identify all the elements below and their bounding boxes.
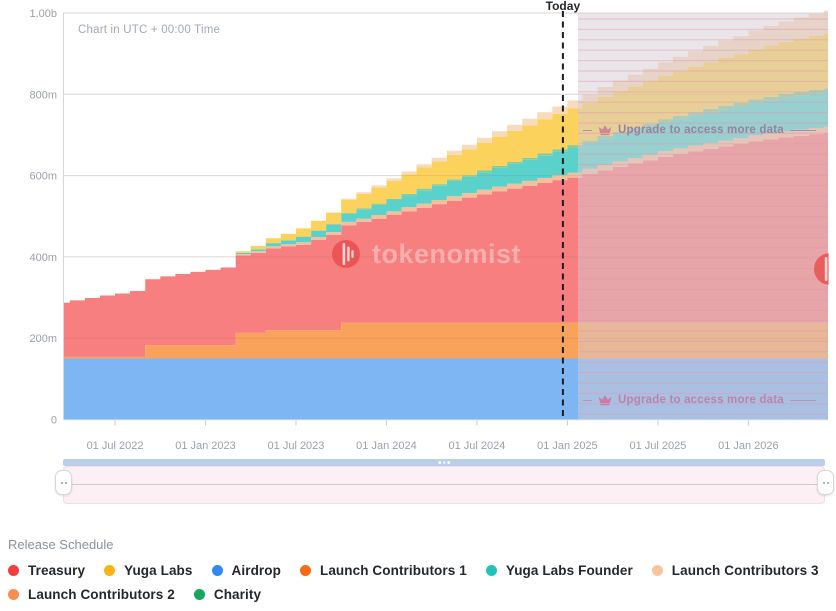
navigator-track[interactable] (63, 466, 825, 504)
svg-text:01 Jul 2024: 01 Jul 2024 (448, 440, 505, 452)
legend-item-label: Yuga Labs Founder (505, 563, 633, 578)
today-marker-label: Today (545, 0, 581, 13)
legend-item-label: Treasury (28, 563, 86, 578)
crown-icon (598, 394, 612, 406)
legend-item-label: Yuga Labs (124, 563, 193, 578)
navigator-range-bar[interactable] (63, 459, 825, 466)
svg-text:01 Jan 2025: 01 Jan 2025 (537, 440, 598, 452)
legend-item-launch-contributors-3[interactable]: Launch Contributors 3 (651, 563, 819, 578)
upgrade-banner-top[interactable]: Upgrade to access more data (583, 121, 816, 139)
svg-text:01 Jul 2025: 01 Jul 2025 (629, 440, 686, 452)
legend-item-label: Launch Contributors 2 (28, 587, 175, 602)
chart-area: 0 200m 400m 600m 800m 1.00b 01 Jul 2022 01 Jan … (0, 0, 836, 520)
legend-dot-icon (211, 565, 223, 576)
crown-icon (598, 124, 612, 136)
legend-item-yuga-labs-founder[interactable]: Yuga Labs Founder (485, 563, 633, 578)
legend-title: Release Schedule (8, 537, 114, 552)
legend-item-label: Charity (213, 587, 262, 602)
navigator-grip-dots-icon (438, 461, 450, 464)
legend-item-label: Launch Contributors 3 (671, 563, 819, 578)
svg-text:01 Jan 2023: 01 Jan 2023 (175, 440, 236, 452)
navigator-left-handle[interactable] (55, 470, 72, 495)
banner-dash-right (789, 129, 816, 131)
legend-dot-icon (193, 589, 205, 600)
svg-text:01 Jan 2026: 01 Jan 2026 (718, 440, 779, 452)
svg-text:1.00b: 1.00b (29, 8, 57, 20)
legend-item-launch-contributors-1[interactable]: Launch Contributors 1 (299, 563, 467, 578)
banner-dash-left (583, 129, 592, 131)
svg-text:0: 0 (51, 415, 57, 427)
svg-text:01 Jul 2023: 01 Jul 2023 (268, 440, 325, 452)
svg-text:01 Jan 2024: 01 Jan 2024 (356, 440, 417, 452)
legend-dot-icon (8, 589, 19, 600)
release-schedule-chart-svg[interactable]: 0 200m 400m 600m 800m 1.00b 01 Jul 2022 01 Jan … (0, 0, 836, 520)
legend-dot-icon (8, 565, 19, 576)
svg-text:200m: 200m (29, 333, 57, 345)
locked-data-overlay (577, 13, 828, 420)
legend-item-charity[interactable]: Charity (193, 587, 262, 602)
legend-dot-icon (299, 565, 311, 576)
legend-item-treasury[interactable]: Treasury (8, 563, 85, 578)
legend-dot-icon (104, 565, 116, 576)
legend-item-launch-contributors-2[interactable]: Launch Contributors 2 (8, 587, 175, 602)
legend-dot-icon (485, 565, 497, 576)
navigator-midline (64, 484, 824, 485)
upgrade-banner-label: Upgrade to access more data (618, 394, 784, 406)
legend-item-yuga-labs[interactable]: Yuga Labs (104, 563, 192, 578)
legend-dot-icon (651, 565, 663, 576)
navigator-right-handle[interactable] (817, 470, 834, 495)
upgrade-banner-bottom[interactable]: Upgrade to access more data (583, 391, 816, 409)
svg-text:400m: 400m (29, 252, 57, 264)
legend: Treasury Yuga Labs Airdrop Launch Contribut… (8, 563, 828, 602)
svg-text:600m: 600m (29, 171, 57, 183)
banner-dash-right (789, 399, 816, 401)
svg-text:01 Jul 2022: 01 Jul 2022 (87, 440, 144, 452)
banner-dash-left (583, 399, 592, 401)
upgrade-banner-label: Upgrade to access more data (618, 124, 784, 136)
legend-item-airdrop[interactable]: Airdrop (211, 563, 281, 578)
utc-timezone-note: Chart in UTC + 00:00 Time (78, 24, 221, 36)
legend-item-label: Launch Contributors 1 (319, 563, 467, 578)
legend-item-label: Airdrop (231, 563, 281, 578)
svg-text:800m: 800m (29, 89, 57, 101)
